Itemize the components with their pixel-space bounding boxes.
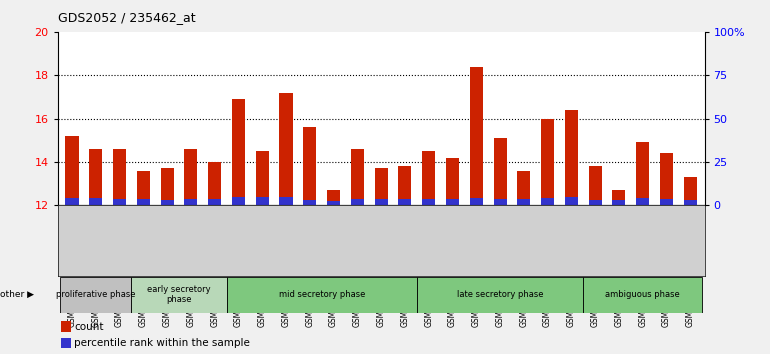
Bar bbox=[256, 151, 269, 205]
Text: percentile rank within the sample: percentile rank within the sample bbox=[74, 338, 249, 348]
Bar bbox=[417, 277, 583, 313]
Bar bbox=[137, 171, 150, 205]
Bar bbox=[184, 199, 197, 205]
Bar bbox=[660, 153, 673, 205]
Bar bbox=[446, 158, 459, 205]
Bar bbox=[161, 200, 174, 205]
Bar bbox=[208, 162, 221, 205]
Text: GDS2052 / 235462_at: GDS2052 / 235462_at bbox=[58, 11, 196, 24]
Bar bbox=[303, 127, 316, 205]
Text: count: count bbox=[74, 322, 103, 332]
Bar bbox=[61, 321, 71, 332]
Bar bbox=[494, 199, 507, 205]
Bar bbox=[541, 119, 554, 205]
Bar bbox=[684, 177, 697, 205]
Text: early secretory
phase: early secretory phase bbox=[147, 285, 211, 304]
Bar bbox=[684, 200, 697, 205]
Bar bbox=[208, 199, 221, 205]
Text: other ▶: other ▶ bbox=[0, 290, 34, 299]
Bar bbox=[65, 136, 79, 205]
Bar bbox=[232, 197, 245, 205]
Bar bbox=[375, 199, 387, 205]
Bar bbox=[470, 198, 483, 205]
Bar bbox=[280, 197, 293, 205]
Bar bbox=[588, 166, 601, 205]
Bar bbox=[398, 199, 411, 205]
Bar bbox=[137, 199, 150, 205]
Bar bbox=[517, 171, 531, 205]
Bar bbox=[60, 277, 132, 313]
Bar bbox=[470, 67, 483, 205]
Bar bbox=[541, 198, 554, 205]
Bar bbox=[517, 199, 531, 205]
Text: mid secretory phase: mid secretory phase bbox=[279, 290, 365, 299]
Bar bbox=[327, 190, 340, 205]
Bar bbox=[612, 200, 625, 205]
Bar bbox=[636, 142, 649, 205]
Bar bbox=[565, 197, 578, 205]
Bar bbox=[446, 199, 459, 205]
Bar bbox=[303, 200, 316, 205]
Bar bbox=[398, 166, 411, 205]
Bar bbox=[588, 200, 601, 205]
Bar bbox=[494, 138, 507, 205]
Bar bbox=[113, 149, 126, 205]
Bar bbox=[612, 190, 625, 205]
Bar bbox=[584, 277, 702, 313]
Bar bbox=[375, 169, 387, 205]
Bar bbox=[161, 169, 174, 205]
Bar bbox=[61, 338, 71, 348]
Bar bbox=[89, 149, 102, 205]
Text: proliferative phase: proliferative phase bbox=[56, 290, 136, 299]
Bar bbox=[660, 199, 673, 205]
Bar bbox=[422, 151, 435, 205]
Text: late secretory phase: late secretory phase bbox=[457, 290, 544, 299]
Bar bbox=[132, 277, 226, 313]
Bar bbox=[113, 199, 126, 205]
Bar bbox=[422, 199, 435, 205]
Bar bbox=[636, 198, 649, 205]
Bar bbox=[226, 277, 417, 313]
Text: ambiguous phase: ambiguous phase bbox=[605, 290, 680, 299]
Bar bbox=[184, 149, 197, 205]
Bar bbox=[327, 201, 340, 205]
Bar bbox=[351, 199, 364, 205]
Bar bbox=[565, 110, 578, 205]
Bar bbox=[232, 99, 245, 205]
Bar bbox=[89, 198, 102, 205]
Bar bbox=[351, 149, 364, 205]
Bar bbox=[65, 198, 79, 205]
Bar bbox=[280, 93, 293, 205]
Bar bbox=[256, 197, 269, 205]
